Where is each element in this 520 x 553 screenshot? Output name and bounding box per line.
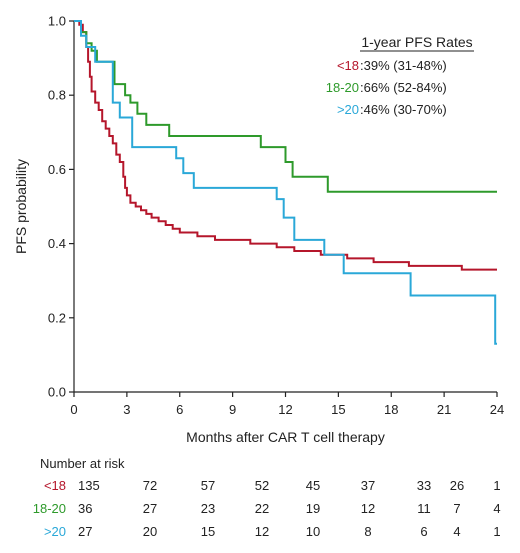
- risk-cell: 7: [453, 501, 460, 516]
- legend-label: 18-20: [326, 80, 359, 95]
- risk-cell: 1: [493, 524, 500, 539]
- risk-cell: 4: [453, 524, 460, 539]
- risk-cell: 10: [306, 524, 320, 539]
- y-axis-title: PFS probability: [13, 159, 29, 254]
- legend-rate: :39% (31-48%): [360, 58, 447, 73]
- x-axis-title: Months after CAR T cell therapy: [186, 429, 385, 445]
- risk-cell: 8: [364, 524, 371, 539]
- risk-cell: 4: [493, 501, 500, 516]
- risk-cell: 36: [78, 501, 92, 516]
- x-tick-label: 12: [278, 402, 292, 417]
- x-tick-label: 6: [176, 402, 183, 417]
- risk-row-label: <18: [44, 478, 66, 493]
- risk-cell: 23: [201, 501, 215, 516]
- legend: 1-year PFS Rates<18:39% (31-48%)18-20:66…: [326, 34, 474, 117]
- risk-table-title: Number at risk: [40, 456, 125, 471]
- risk-cell: 45: [306, 478, 320, 493]
- plot-area: 0.0 0.2 0.4 0.6 0.8 1.0 0 3 6 9 12 15 18 21 24 PFS prob…: [13, 14, 504, 446]
- x-tick-label: 9: [229, 402, 236, 417]
- series-line-18: [74, 20, 497, 271]
- x-tick-label: 18: [384, 402, 398, 417]
- risk-cell: 26: [450, 478, 464, 493]
- x-tick-label: 21: [437, 402, 451, 417]
- risk-row-label: >20: [44, 524, 66, 539]
- y-tick-label: 0.6: [48, 162, 66, 177]
- x-tick-label: 15: [331, 402, 345, 417]
- risk-cell: 15: [201, 524, 215, 539]
- x-tick-label: 24: [490, 402, 504, 417]
- risk-cell: 6: [420, 524, 427, 539]
- risk-cell: 52: [255, 478, 269, 493]
- legend-label: <18: [337, 58, 359, 73]
- risk-cell: 22: [255, 501, 269, 516]
- risk-cell: 27: [143, 501, 157, 516]
- y-tick-label: 0.0: [48, 385, 66, 400]
- x-tick-label: 0: [70, 402, 77, 417]
- risk-cell: 37: [361, 478, 375, 493]
- y-tick-label: 0.4: [48, 236, 66, 251]
- risk-cell: 20: [143, 524, 157, 539]
- risk-cell: 1: [493, 478, 500, 493]
- survival-curves: [74, 20, 497, 345]
- legend-rate: :46% (30-70%): [360, 102, 447, 117]
- risk-cell: 12: [255, 524, 269, 539]
- series-line-1820: [74, 20, 497, 193]
- risk-cell: 135: [78, 478, 100, 493]
- risk-cell: 12: [361, 501, 375, 516]
- legend-label: >20: [337, 102, 359, 117]
- risk-cell: 33: [417, 478, 431, 493]
- risk-row-label: 18-20: [33, 501, 66, 516]
- risk-cell: 72: [143, 478, 157, 493]
- legend-rate: :66% (52-84%): [360, 80, 447, 95]
- risk-cell: 57: [201, 478, 215, 493]
- y-tick-label: 0.8: [48, 88, 66, 103]
- legend-title: 1-year PFS Rates: [361, 34, 472, 50]
- risk-cell: 19: [306, 501, 320, 516]
- y-tick-label: 1.0: [48, 14, 66, 29]
- x-tick-label: 3: [123, 402, 130, 417]
- risk-cell: 11: [417, 501, 431, 516]
- y-tick-label: 0.2: [48, 310, 66, 325]
- series-line-20: [74, 20, 497, 345]
- risk-cell: 27: [78, 524, 92, 539]
- risk-table: Number at risk <18 135 72 57 52 45 37 33 26 1 18-20…: [33, 456, 501, 539]
